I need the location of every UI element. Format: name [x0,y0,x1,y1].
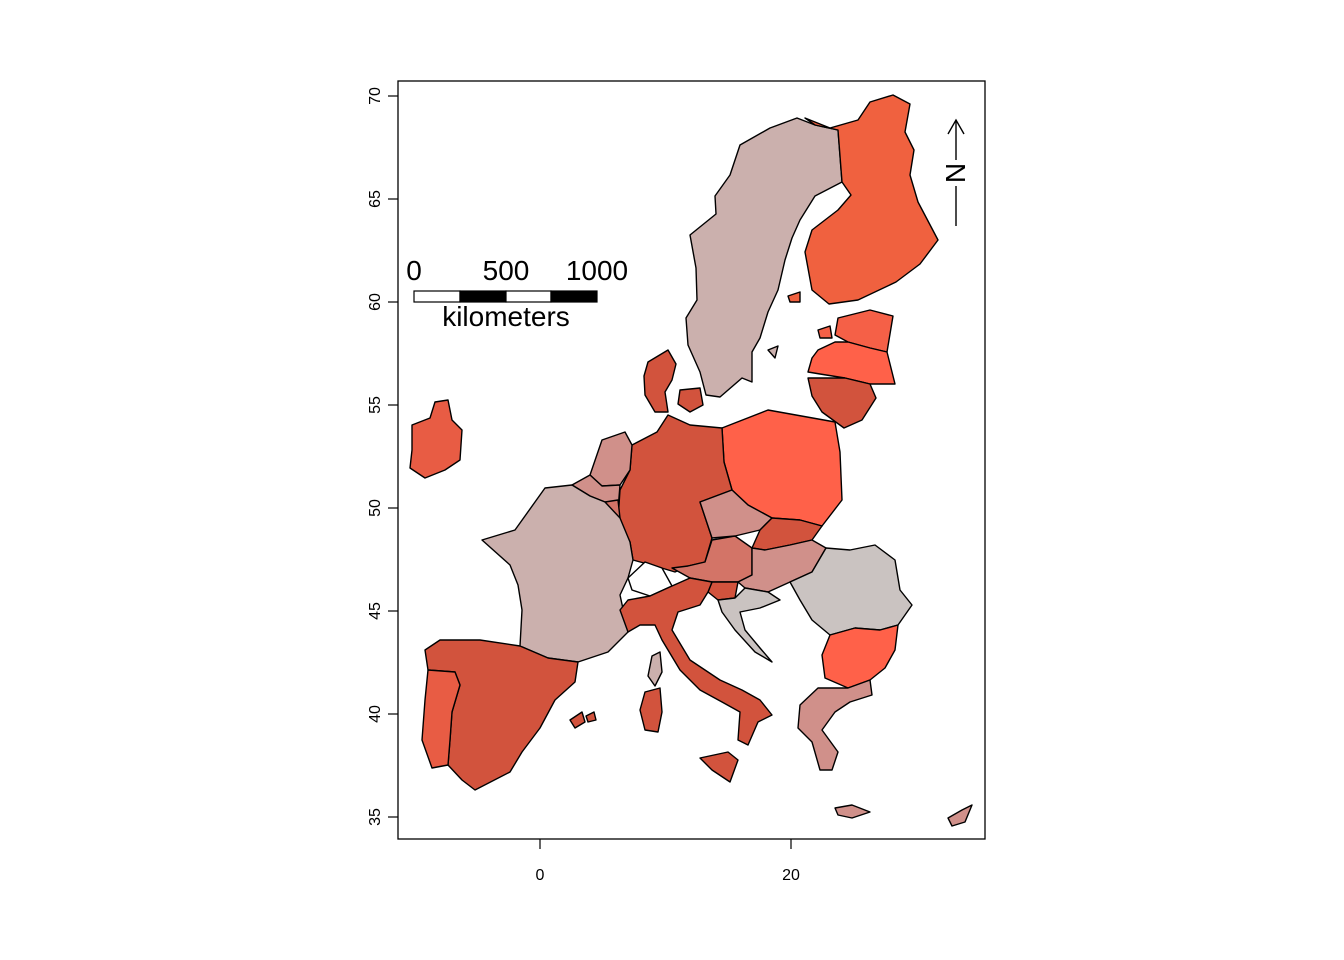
y-tick-label-55: 55 [367,396,384,414]
x-tick-label-0: 0 [536,867,545,884]
countries-layer [409,94,973,827]
country-france-corsica[interactable] [647,651,663,687]
country-greece-crete[interactable] [834,804,871,819]
country-italy-elba-islets[interactable] [569,711,586,729]
map-panel-frame [397,80,986,840]
north-arrow-head-icon [947,118,965,135]
y-tick-label-35: 35 [367,808,384,826]
y-tick-label-60: 60 [367,293,384,311]
country-estonia-islands[interactable] [817,325,833,339]
scale-bar-segment-4 [550,290,598,303]
scale-bar-label-500: 500 [483,255,530,286]
north-arrow-label: N [940,163,971,183]
country-denmark[interactable] [643,349,677,413]
country-portugal[interactable] [421,669,461,769]
country-denmark-islands[interactable] [677,387,704,413]
country-finland-aland[interactable] [787,291,801,303]
north-arrow: N [940,118,971,226]
country-france[interactable] [481,484,634,663]
y-tick-label-65: 65 [367,190,384,208]
y-axis: 35 40 45 50 55 60 65 70 [367,87,398,826]
country-lithuania[interactable] [807,377,877,429]
country-italy-sicily[interactable] [699,751,739,783]
x-axis: 0 20 [536,839,800,884]
country-bulgaria[interactable] [821,624,899,689]
country-greece[interactable] [797,679,873,771]
country-latvia[interactable] [807,341,896,385]
y-tick-label-70: 70 [367,87,384,105]
scale-bar-label-1000: 1000 [566,255,628,286]
country-cyprus[interactable] [947,804,973,827]
country-spain-balearic[interactable] [585,711,597,723]
country-sweden[interactable] [685,117,843,398]
country-italy[interactable] [619,577,773,746]
y-tick-label-50: 50 [367,499,384,517]
y-tick-label-40: 40 [367,705,384,723]
scale-bar: 0 500 1000 kilometers [406,255,628,332]
scale-bar-label-0: 0 [406,255,422,286]
country-ireland[interactable] [409,399,463,479]
country-croatia[interactable] [717,587,781,663]
y-tick-label-45: 45 [367,602,384,620]
country-italy-sardinia[interactable] [639,687,663,733]
country-sweden-gotland[interactable] [767,345,779,359]
scale-bar-unit: kilometers [442,301,570,332]
country-finland[interactable] [804,94,939,305]
x-tick-label-20: 20 [782,867,800,884]
